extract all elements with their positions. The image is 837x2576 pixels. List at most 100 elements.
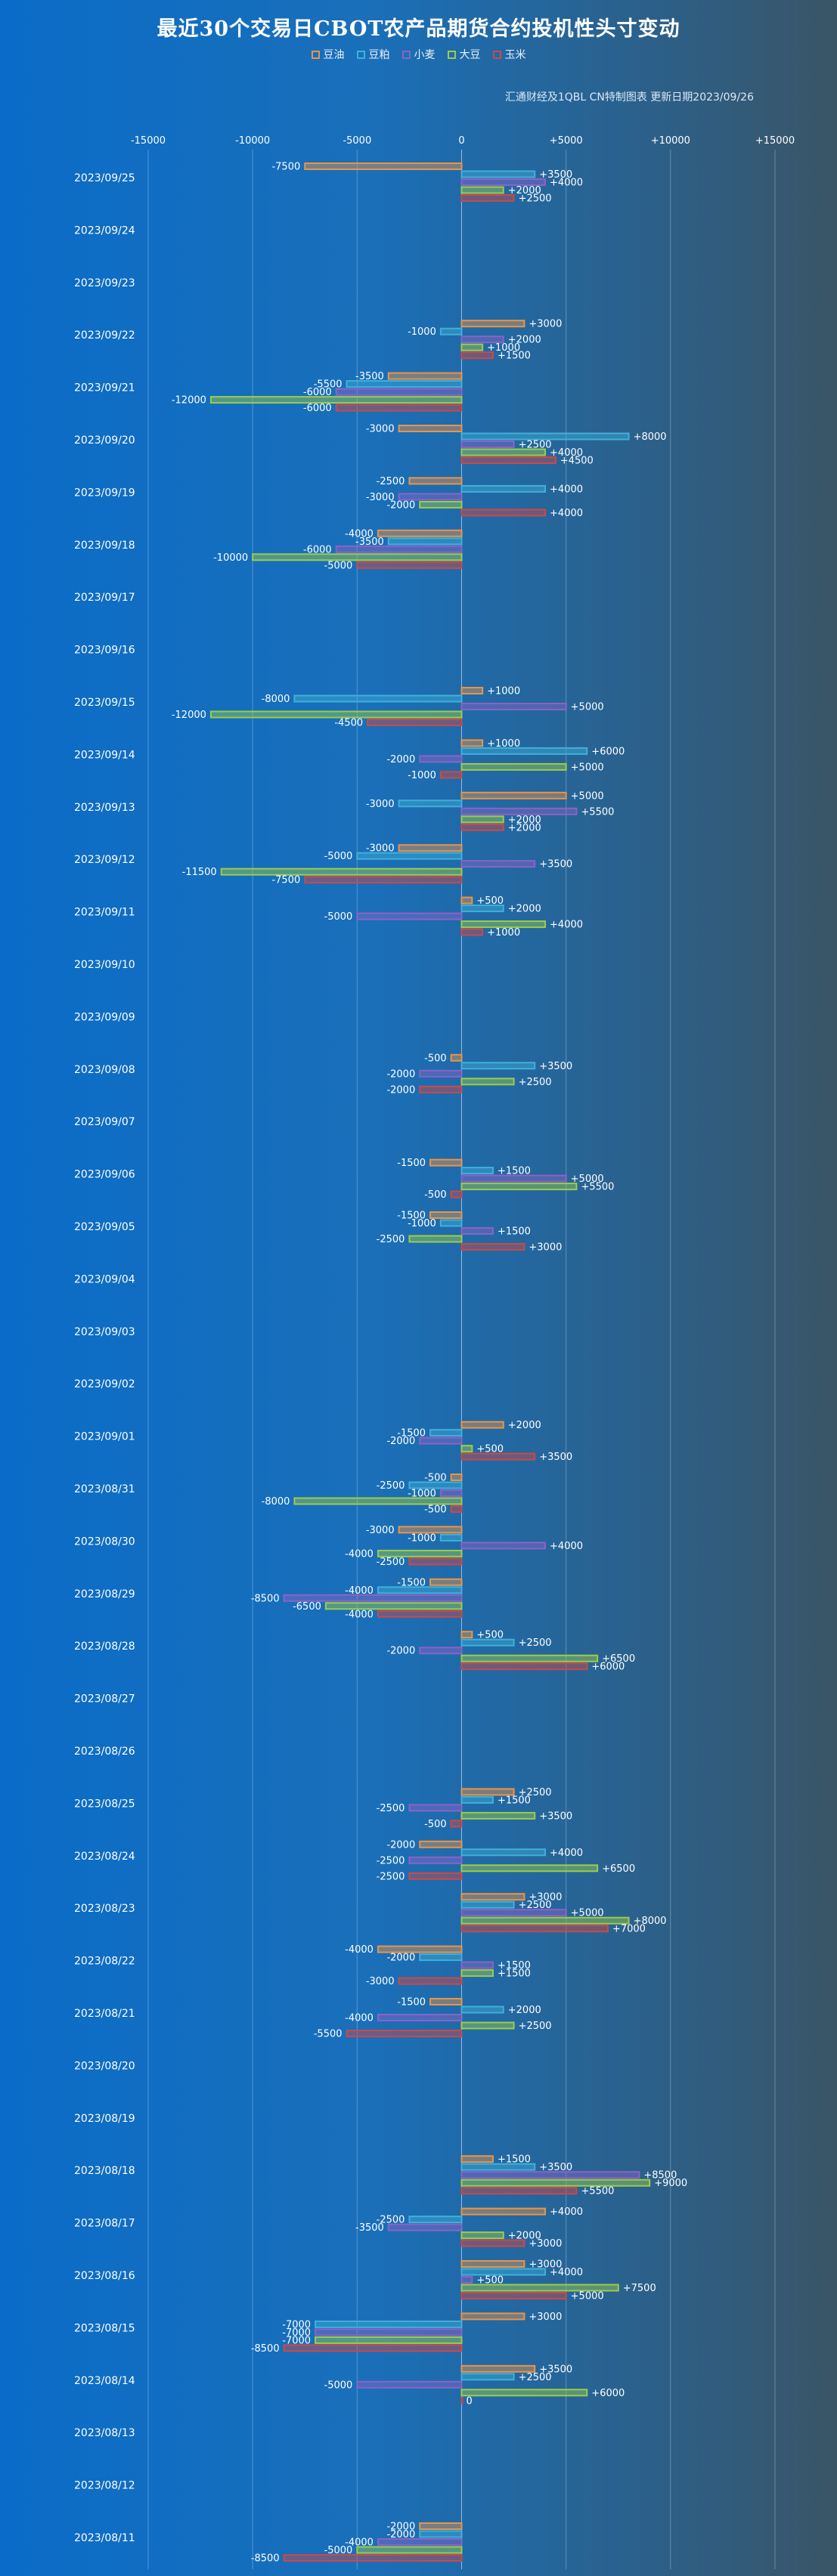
bar <box>439 1533 463 1542</box>
data-label: +4000 <box>550 920 583 931</box>
legend-label: 小麦 <box>414 49 436 61</box>
bar <box>439 1219 463 1227</box>
bar <box>460 896 473 905</box>
data-label: +6000 <box>591 746 625 757</box>
bar <box>460 860 536 868</box>
date-label: 2023/09/04 <box>74 1273 135 1285</box>
bar <box>335 404 463 412</box>
bar <box>439 1489 463 1497</box>
bar <box>408 477 463 485</box>
data-label: +3500 <box>539 2364 572 2375</box>
bar <box>315 2328 463 2336</box>
bar <box>419 500 463 509</box>
bar <box>377 1610 463 1618</box>
x-tick-label: +5000 <box>550 135 583 147</box>
data-label: -1000 <box>408 1218 436 1229</box>
data-label: -2500 <box>377 1557 405 1568</box>
bar <box>367 719 463 726</box>
bar <box>460 336 504 344</box>
date-label: 2023/09/20 <box>74 434 135 447</box>
date-label: 2023/09/24 <box>74 224 135 237</box>
data-label: -3000 <box>366 799 395 810</box>
bar <box>450 1474 463 1481</box>
data-label: 0 <box>467 2395 473 2407</box>
date-label: 2023/09/08 <box>74 1064 135 1076</box>
legend-item-2: 小麦 <box>401 47 436 62</box>
bar <box>429 1158 463 1167</box>
bar <box>315 2320 463 2328</box>
bar <box>209 710 463 719</box>
bar <box>419 1085 463 1093</box>
data-label: +2500 <box>519 2372 552 2383</box>
bar <box>377 1945 463 1953</box>
date-label: 2023/09/15 <box>74 697 135 709</box>
data-label: +1500 <box>498 2154 531 2166</box>
data-label: +4000 <box>550 1848 583 1859</box>
date-label: 2023/08/18 <box>74 2165 135 2177</box>
bar <box>460 484 547 493</box>
bar <box>460 2155 494 2163</box>
bar <box>460 1227 494 1235</box>
date-label: 2023/09/22 <box>74 329 135 342</box>
date-label: 2023/08/19 <box>74 2113 135 2125</box>
date-label: 2023/08/12 <box>74 2480 135 2492</box>
bar <box>460 186 504 194</box>
bar <box>252 553 463 561</box>
bar <box>324 1602 463 1610</box>
data-label: +1000 <box>487 927 520 939</box>
bar <box>419 1069 463 1078</box>
data-label: -2500 <box>377 1480 405 1492</box>
data-label: -6000 <box>303 544 332 555</box>
bar <box>419 2530 463 2538</box>
data-label: +2500 <box>519 193 552 205</box>
date-label: 2023/08/25 <box>74 1798 135 1810</box>
bar <box>387 372 463 380</box>
data-label: +1000 <box>487 686 520 697</box>
data-label: -5000 <box>324 911 353 923</box>
data-label: -5500 <box>314 379 343 391</box>
x-tick-label: -5000 <box>343 135 371 147</box>
bar <box>419 1840 463 1848</box>
legend-swatch <box>492 50 501 59</box>
bar <box>460 762 567 771</box>
data-label: -10000 <box>213 552 248 564</box>
date-label: 2023/08/26 <box>74 1746 135 1758</box>
x-tick-label: +10000 <box>651 135 690 147</box>
bar <box>460 2364 536 2373</box>
data-label: -2500 <box>377 1855 405 1866</box>
data-label: -1500 <box>397 1428 426 1440</box>
date-label: 2023/09/02 <box>74 1378 135 1390</box>
data-label: +3500 <box>539 1452 572 1463</box>
bar <box>460 2276 473 2284</box>
data-label: +2500 <box>519 2021 552 2032</box>
data-label: -2000 <box>386 754 415 765</box>
bar <box>450 1053 463 1062</box>
legend-item-1: 豆粕 <box>356 47 390 62</box>
date-label: 2023/08/15 <box>74 2322 135 2334</box>
data-label: -1000 <box>408 770 436 781</box>
bar <box>460 703 567 710</box>
bar <box>460 687 484 694</box>
data-label: +5500 <box>581 1182 614 1193</box>
bar <box>429 1429 463 1437</box>
bar <box>460 2284 619 2292</box>
bar <box>377 529 463 537</box>
bar <box>460 1174 567 1183</box>
date-label: 2023/09/06 <box>74 1169 135 1181</box>
bar <box>408 1235 463 1243</box>
data-label: +6500 <box>602 1863 635 1875</box>
bar <box>304 162 463 170</box>
bar <box>460 823 504 831</box>
bar <box>356 912 463 920</box>
bar <box>335 388 463 396</box>
data-label: +4000 <box>550 484 583 495</box>
data-label: -1000 <box>408 1489 436 1500</box>
data-label: +3500 <box>539 1811 572 1822</box>
bar <box>460 441 515 448</box>
bar <box>419 1953 463 1962</box>
data-label: -4000 <box>345 2537 374 2549</box>
bar <box>460 1452 536 1461</box>
data-label: -4000 <box>345 1609 374 1620</box>
bar <box>220 867 463 876</box>
bar <box>460 791 567 799</box>
